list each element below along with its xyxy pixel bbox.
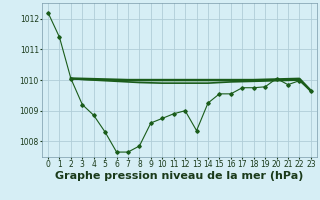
X-axis label: Graphe pression niveau de la mer (hPa): Graphe pression niveau de la mer (hPa) <box>55 171 304 181</box>
